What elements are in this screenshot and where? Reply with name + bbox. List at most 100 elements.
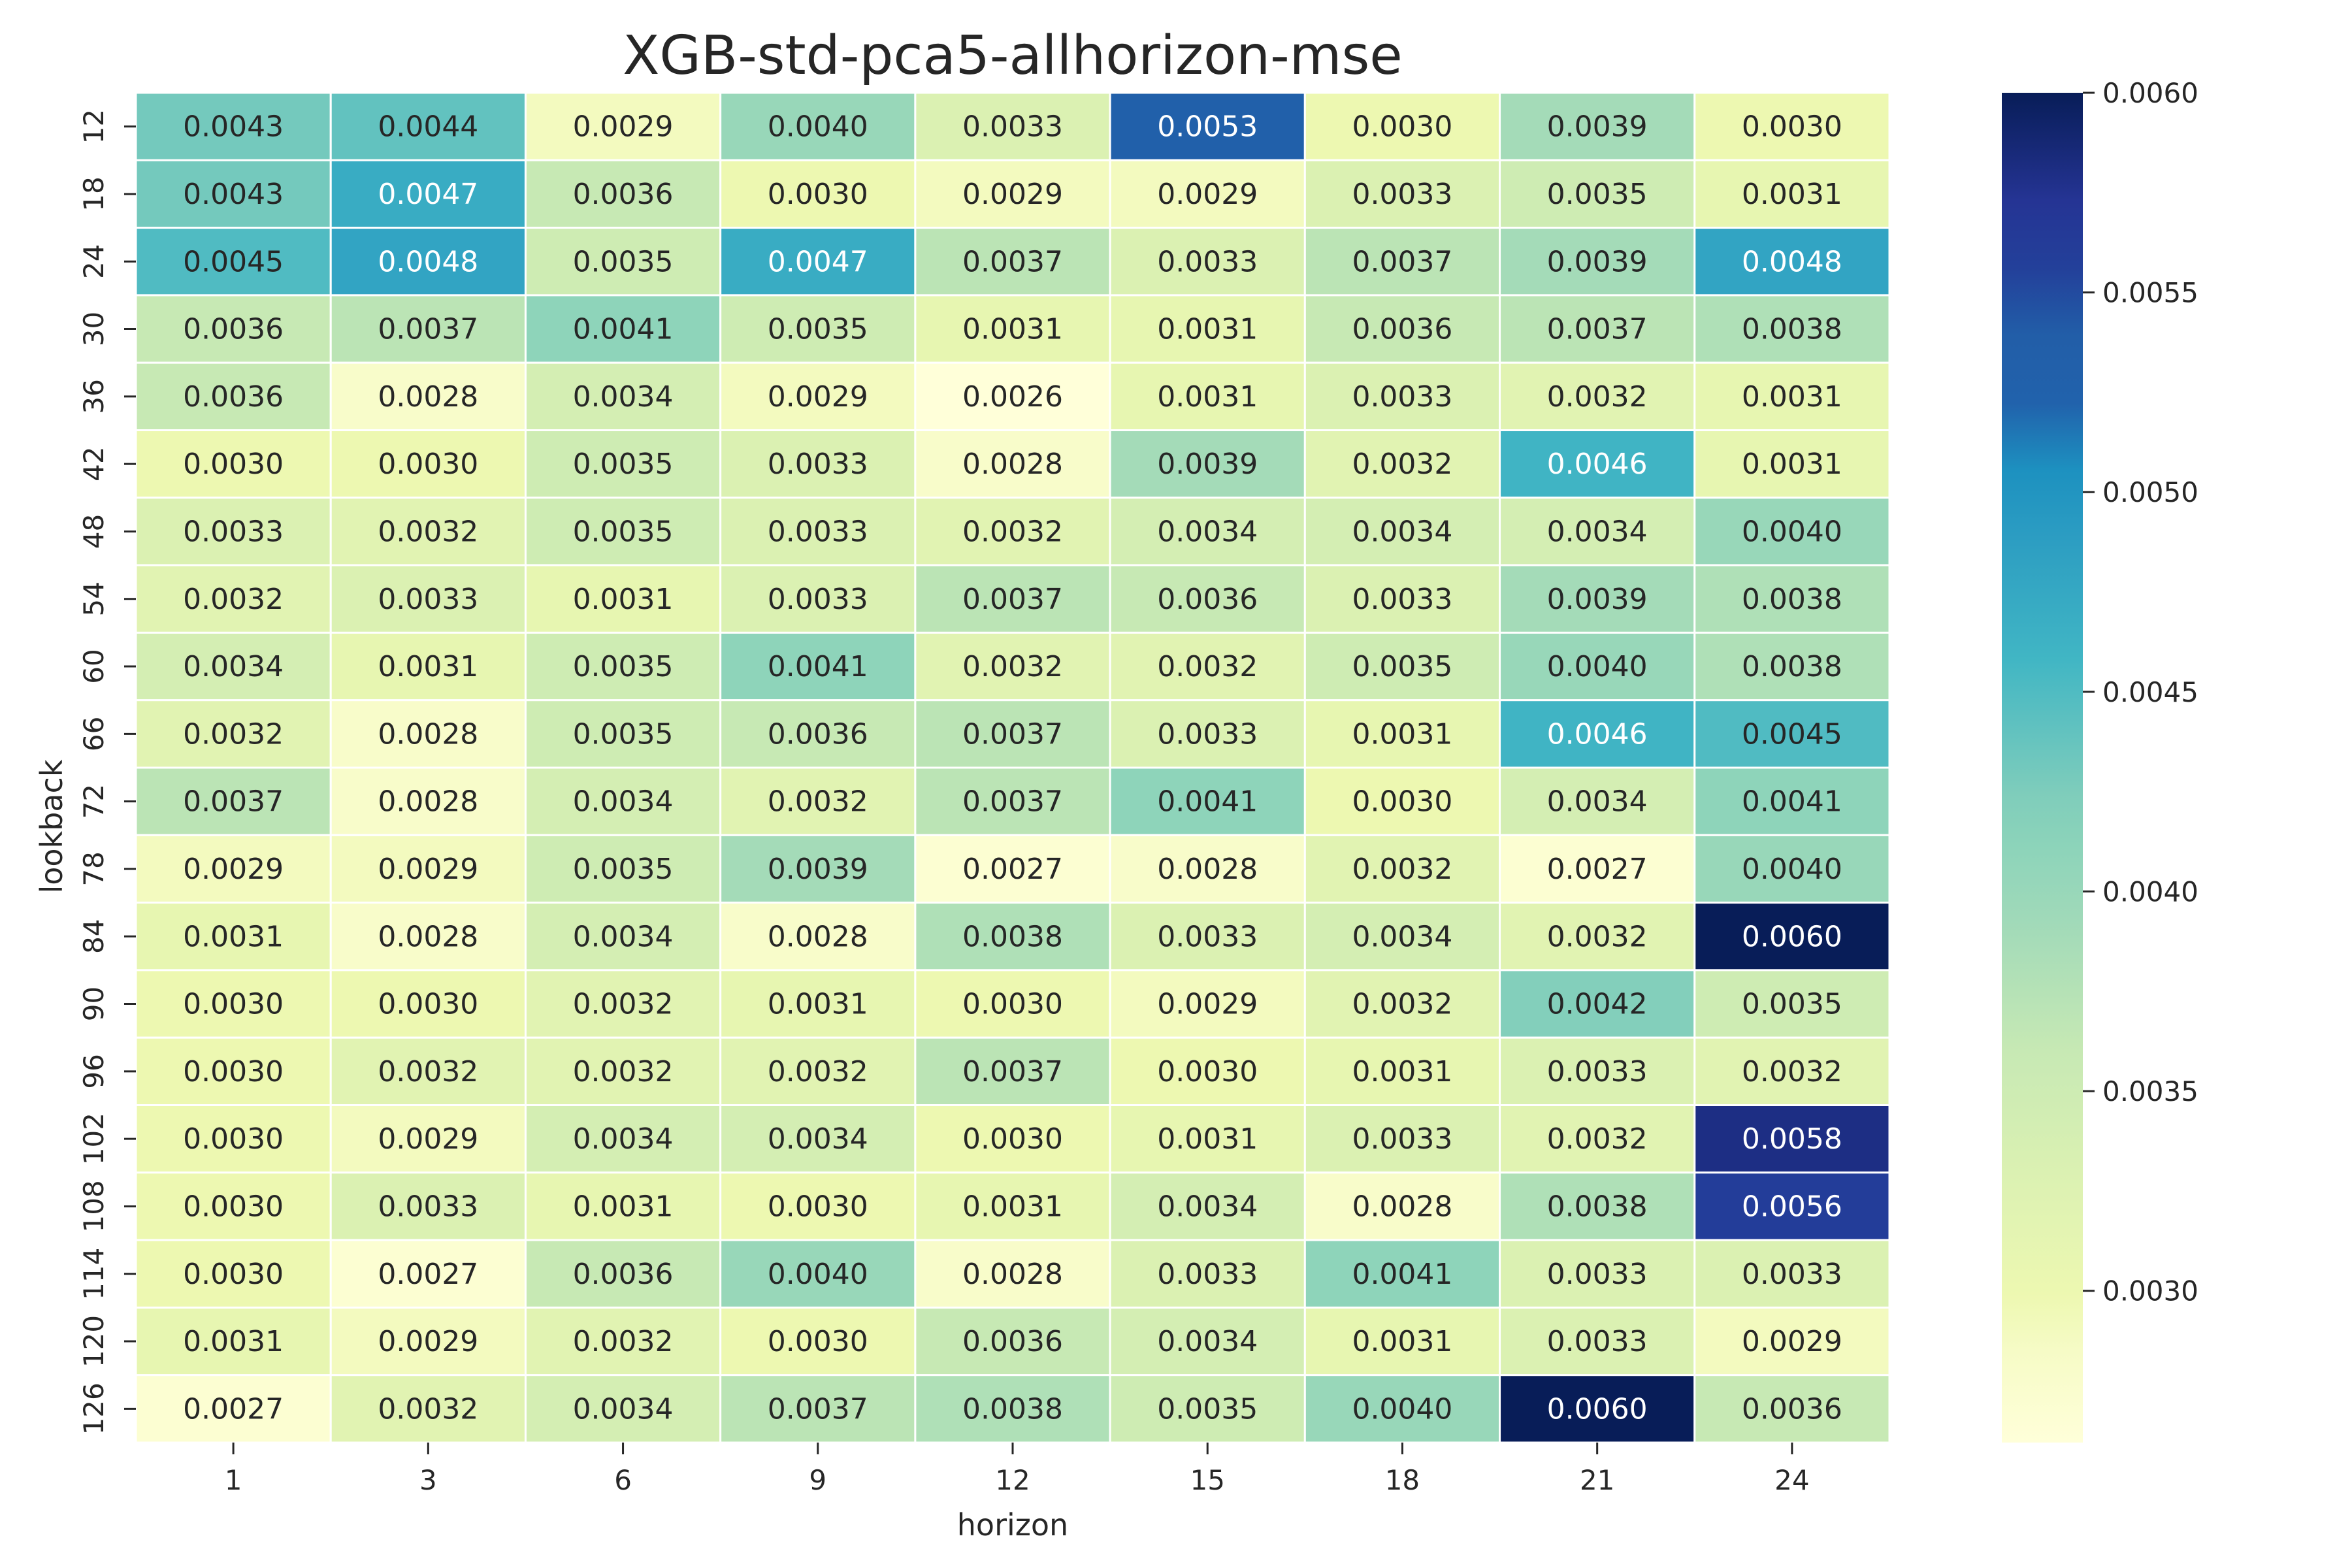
heatmap-cell [914,1374,1111,1444]
heatmap-cell-label: 0.0035 [573,245,674,278]
heatmap-cell-label: 0.0030 [378,988,478,1021]
y-tick-label: 72 [78,784,110,819]
x-axis-label: horizon [957,1507,1068,1543]
heatmap-cell [329,227,527,297]
heatmap-cell [329,902,527,972]
heatmap-cell-label: 0.0036 [573,178,674,211]
heatmap-cell-label: 0.0032 [1352,988,1452,1021]
heatmap-cell [1109,429,1306,499]
heatmap-cell-label: 0.0058 [1742,1122,1842,1156]
heatmap-cell-label: 0.0036 [183,313,284,346]
heatmap-cell [524,969,722,1039]
heatmap-cell [1303,361,1501,432]
heatmap-cell-label: 0.0032 [1547,920,1648,953]
heatmap-cell-label: 0.0029 [962,178,1063,211]
colorbar-tick-label: 0.0030 [2102,1275,2198,1307]
heatmap-cell [329,429,527,499]
heatmap-cell [1109,631,1306,702]
heatmap-cell-label: 0.0028 [1352,1190,1452,1223]
heatmap-cell-label: 0.0047 [378,178,478,211]
heatmap-cell [719,902,917,972]
heatmap-cell [329,699,527,769]
heatmap-cell-label: 0.0033 [1547,1258,1648,1291]
heatmap-cell [1693,834,1891,904]
heatmap-cell-label: 0.0033 [1352,178,1452,211]
heatmap-cell [1693,699,1891,769]
heatmap-cell [1693,1374,1891,1444]
heatmap-cell-label: 0.0032 [573,1055,674,1088]
heatmap-cell [135,1171,332,1241]
heatmap-cell [1109,766,1306,836]
heatmap-cell-label: 0.0030 [183,1122,284,1156]
heatmap-cell [524,834,722,904]
heatmap-cell-label: 0.0033 [1157,1258,1258,1291]
heatmap-cell [1693,1306,1891,1377]
heatmap-cell [1499,1239,1696,1309]
heatmap-cell-label: 0.0030 [1352,110,1452,144]
heatmap-cell [719,1171,917,1241]
heatmap-cell-label: 0.0037 [183,785,284,819]
heatmap-cell-label: 0.0030 [183,1258,284,1291]
heatmap-cell [329,969,527,1039]
heatmap-cell-label: 0.0031 [183,920,284,953]
heatmap-cell [1499,159,1696,229]
heatmap-cell-label: 0.0031 [1742,380,1842,414]
heatmap-cell-label: 0.0045 [1742,717,1842,751]
heatmap-cell-label: 0.0036 [183,380,284,414]
heatmap-cell-label: 0.0039 [1157,448,1258,481]
heatmap-cell-label: 0.0037 [962,785,1063,819]
heatmap-cell [719,227,917,297]
heatmap-cell-label: 0.0046 [1547,448,1648,481]
heatmap-cell [135,699,332,769]
heatmap-cell-label: 0.0033 [962,110,1063,144]
heatmap-cell-label: 0.0031 [573,583,674,616]
heatmap-cell-label: 0.0032 [1352,448,1452,481]
heatmap-cell-label: 0.0037 [962,717,1063,751]
heatmap-cell-label: 0.0030 [962,988,1063,1021]
heatmap-cell [1109,1036,1306,1106]
heatmap-cell-label: 0.0041 [1352,1258,1452,1291]
heatmap-cell [1499,429,1696,499]
heatmap-cell-label: 0.0040 [1742,853,1842,886]
y-tick-label: 54 [78,581,110,616]
x-tick-label: 6 [614,1464,632,1496]
heatmap-cell [1109,564,1306,634]
heatmap-cell-label: 0.0029 [1742,1325,1842,1358]
heatmap-cell [329,631,527,702]
y-tick-label: 24 [78,244,110,279]
heatmap-cell-label: 0.0040 [768,1258,868,1291]
heatmap-cell [719,564,917,634]
heatmap-cell-label: 0.0034 [768,1122,868,1156]
heatmap-cell [914,429,1111,499]
heatmap-cell-label: 0.0032 [183,717,284,751]
heatmap-cell-label: 0.0029 [1157,988,1258,1021]
heatmap-cell [524,429,722,499]
heatmap-cell-labels: 0.0043 0.0044 0.0029 0.0040 0.0033 0.0053 0.00… [183,110,1842,1426]
heatmap-cell [135,429,332,499]
heatmap-cell-label: 0.0030 [183,988,284,1021]
heatmap-cell [524,91,722,161]
heatmap-cell-label: 0.0028 [378,717,478,751]
x-tick-label: 24 [1774,1464,1809,1496]
heatmap-cell-label: 0.0060 [1742,920,1842,953]
heatmap-cell-label: 0.0036 [1352,313,1452,346]
heatmap-cell [719,834,917,904]
heatmap-cell [719,1306,917,1377]
heatmap-cell [1499,91,1696,161]
heatmap-cell [524,564,722,634]
heatmap-cell [135,1036,332,1106]
heatmap-cell-label: 0.0030 [183,1190,284,1223]
heatmap-cell-label: 0.0028 [768,920,868,953]
heatmap-cell-label: 0.0031 [962,313,1063,346]
heatmap-cell-label: 0.0030 [962,1122,1063,1156]
heatmap-cell [1499,1374,1696,1444]
heatmap-cell-label: 0.0035 [573,853,674,886]
heatmap-cell-label: 0.0030 [768,1325,868,1358]
heatmap-cell [914,497,1111,566]
heatmap-cell-label: 0.0053 [1157,110,1258,144]
heatmap-cell-label: 0.0032 [573,988,674,1021]
heatmap-cell [524,699,722,769]
heatmap-cell-label: 0.0047 [768,245,868,278]
heatmap-cell-label: 0.0033 [1547,1055,1648,1088]
heatmap-cell-label: 0.0037 [1547,313,1648,346]
